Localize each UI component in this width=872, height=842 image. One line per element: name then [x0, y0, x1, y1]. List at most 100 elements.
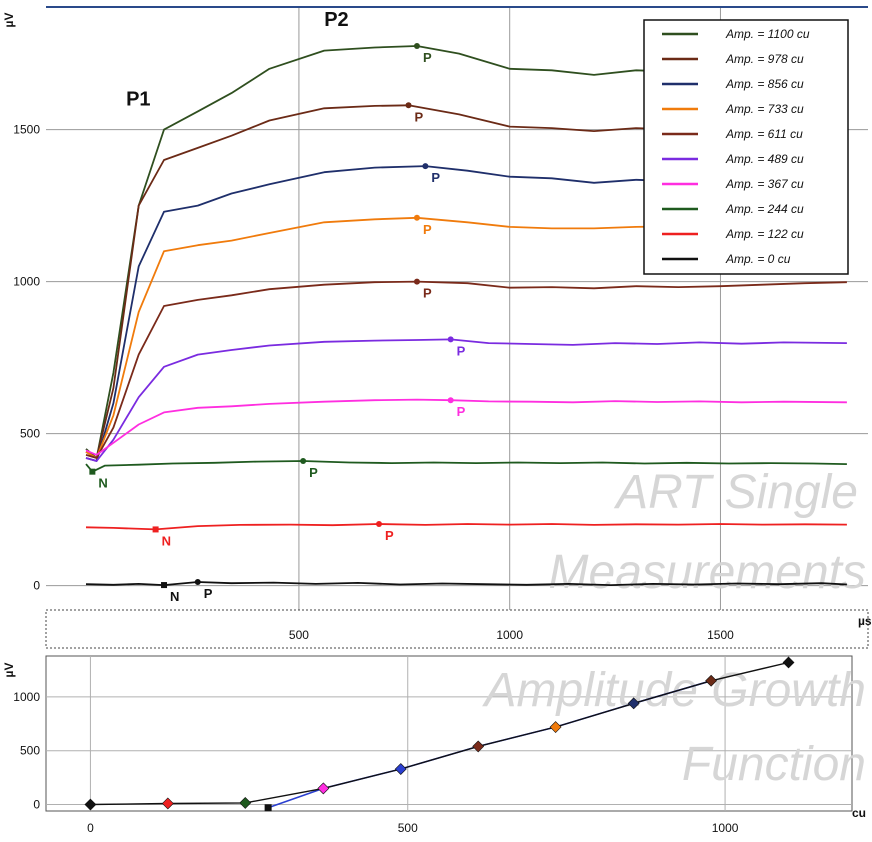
waveform-peak-label-5-0: P: [457, 343, 466, 358]
watermark-line-4: Function: [682, 738, 866, 791]
growth-marker-1: [161, 797, 174, 810]
waveform-p-marker-6-0: [447, 397, 454, 404]
legend-entry-2: Amp. = 856 cu: [725, 77, 804, 91]
watermark-line-3: Amplitude Growth: [482, 664, 867, 717]
waveform-peak-label-8-1: P: [385, 528, 394, 543]
waveform-line-7: [85, 460, 847, 473]
waveform-series-7: PN: [85, 458, 847, 491]
legend: Amp. = 1100 cu Amp. = 978 cu Amp. = 856 cu…: [643, 19, 849, 275]
waveform-p-marker-7-0: [300, 458, 307, 465]
waveform-y-axis-label: µV: [2, 13, 16, 28]
waveform-peak-label-9-1: P: [204, 586, 213, 601]
waveform-x-tick-label-1: 1000: [496, 628, 523, 642]
growth-grid: [46, 656, 852, 811]
waveform-annotation-1: P2: [324, 9, 348, 31]
growth-x-tick-label-1: 500: [398, 821, 418, 835]
waveform-peak-label-7-0: P: [309, 465, 318, 480]
legend-entry-8: Amp. = 122 cu: [725, 227, 804, 241]
growth-y-tick-labels: 0 500 1000: [13, 690, 40, 812]
waveform-y-tick-label-2: 1000: [13, 275, 40, 289]
legend-entry-6: Amp. = 367 cu: [725, 177, 804, 191]
growth-series-0: [84, 656, 795, 811]
growth-marker-6: [549, 721, 562, 733]
waveform-watermark: ART Single Measurements: [549, 466, 866, 599]
waveform-p-marker-9-1: [194, 579, 201, 586]
growth-y-axis-label: µV: [2, 663, 16, 678]
growth-marker-8: [705, 674, 718, 687]
waveform-p-marker-0-0: [413, 43, 420, 50]
waveform-peak-label-2-0: P: [431, 170, 440, 185]
waveform-line-5: [85, 338, 847, 462]
waveform-p-marker-4-0: [413, 278, 420, 285]
waveform-peak-label-6-0: P: [457, 404, 466, 419]
legend-entry-1: Amp. = 978 cu: [725, 52, 804, 66]
growth-line-0: [90, 661, 789, 806]
legend-entry-5: Amp. = 489 cu: [725, 152, 804, 166]
waveform-peak-label-9-0: N: [170, 589, 179, 604]
growth-watermark: Amplitude Growth Function: [482, 664, 867, 791]
waveform-n-marker-8-0: [152, 526, 159, 533]
watermark-line-1: ART Single: [613, 466, 858, 519]
growth-series: [84, 656, 795, 812]
growth-function-chart: Amplitude Growth Function 0 500 1000 µV 0 5…: [2, 655, 867, 835]
waveform-series-4: P: [85, 278, 847, 459]
waveform-y-tick-labels: 0 500 1000 1500: [13, 123, 40, 593]
waveform-peak-label-1-0: P: [415, 109, 424, 124]
legend-entry-4: Amp. = 611 cu: [725, 127, 803, 141]
waveform-peak-label-4-0: P: [423, 286, 432, 301]
legend-entry-0: Amp. = 1100 cu: [725, 27, 810, 41]
growth-marker-9: [782, 656, 795, 669]
waveform-n-marker-9-0: [161, 582, 168, 589]
waveform-x-tick-label-2: 1500: [707, 628, 734, 642]
growth-x-tick-label-2: 1000: [712, 821, 739, 835]
growth-x-tick-labels: 0 500 1000: [87, 821, 739, 835]
waveform-y-tick-label-3: 1500: [13, 123, 40, 137]
growth-x-tick-label-0: 0: [87, 821, 94, 835]
waveform-x-axis-strip: [45, 609, 869, 649]
waveform-x-axis-unit: µs: [858, 614, 872, 628]
waveform-x-tick-labels: 500 1000 1500: [289, 628, 734, 642]
growth-marker-4: [394, 763, 407, 775]
waveform-peak-label-0-0: P: [423, 50, 432, 65]
growth-threshold-marker: [264, 804, 272, 812]
waveform-p-marker-3-0: [413, 214, 420, 221]
growth-y-tick-label-2: 1000: [13, 690, 40, 704]
waveform-p-marker-2-0: [422, 163, 429, 170]
waveform-series-5: P: [85, 336, 847, 462]
waveform-n-marker-7-1: [89, 468, 96, 475]
growth-marker-0: [84, 798, 97, 811]
waveform-annotations: P1 P2: [126, 9, 349, 110]
waveform-peak-label-7-1: N: [98, 476, 107, 491]
waveform-y-tick-label-0: 0: [33, 579, 40, 593]
legend-entry-3: Amp. = 733 cu: [725, 102, 804, 116]
waveform-peak-label-3-0: P: [423, 222, 432, 237]
growth-y-tick-label-1: 500: [20, 744, 40, 758]
waveform-y-tick-label-1: 500: [20, 427, 40, 441]
legend-entry-9: Amp. = 0 cu: [725, 252, 791, 266]
waveform-annotation-0: P1: [126, 88, 150, 110]
growth-marker-2: [239, 797, 252, 809]
waveform-line-9: [85, 581, 847, 586]
growth-y-tick-label-0: 0: [33, 798, 40, 812]
legend-entry-7: Amp. = 244 cu: [725, 202, 804, 216]
waveform-x-tick-label-0: 500: [289, 628, 309, 642]
growth-marker-5: [472, 740, 485, 753]
waveform-peak-label-8-0: N: [162, 533, 171, 548]
waveform-series-6: P: [85, 397, 847, 456]
waveform-line-6: [85, 398, 847, 456]
waveform-line-8: [85, 523, 847, 531]
waveform-p-marker-5-0: [447, 336, 454, 343]
watermark-line-2: Measurements: [549, 546, 866, 599]
legend-box: [643, 19, 849, 275]
waveform-p-marker-8-1: [376, 520, 383, 527]
growth-x-axis-unit: cu: [852, 806, 866, 820]
growth-marker-7: [627, 697, 640, 710]
growth-plot-frame: [45, 655, 853, 812]
growth-marker-3: [317, 782, 330, 795]
waveform-p-marker-1-0: [405, 102, 412, 109]
